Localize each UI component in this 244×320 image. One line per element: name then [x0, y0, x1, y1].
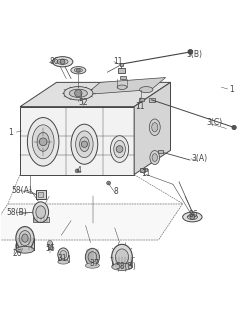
Ellipse shape [60, 251, 67, 259]
Bar [120, 63, 123, 66]
Ellipse shape [69, 89, 87, 97]
Ellipse shape [33, 202, 49, 222]
Text: 3(A): 3(A) [192, 154, 208, 163]
Ellipse shape [85, 248, 100, 266]
Bar [38, 192, 43, 196]
Ellipse shape [27, 117, 59, 166]
Ellipse shape [16, 246, 34, 253]
Ellipse shape [19, 231, 31, 246]
Ellipse shape [36, 206, 46, 219]
Ellipse shape [16, 227, 34, 250]
Bar [36, 189, 46, 199]
Polygon shape [33, 217, 49, 222]
Text: 11: 11 [135, 102, 145, 111]
Text: 8: 8 [113, 187, 118, 196]
Ellipse shape [114, 140, 125, 158]
Text: 31: 31 [58, 254, 67, 263]
Bar [149, 98, 155, 102]
Polygon shape [112, 257, 132, 267]
Ellipse shape [71, 124, 98, 164]
Ellipse shape [140, 87, 153, 93]
Circle shape [116, 146, 123, 152]
Ellipse shape [58, 260, 69, 264]
Bar [140, 168, 145, 172]
Ellipse shape [64, 87, 93, 100]
Ellipse shape [152, 123, 158, 132]
Circle shape [60, 59, 65, 64]
Bar [158, 150, 163, 153]
Ellipse shape [150, 150, 160, 164]
Ellipse shape [22, 234, 28, 242]
Circle shape [232, 125, 236, 130]
Text: 3(C): 3(C) [206, 118, 222, 127]
Circle shape [75, 169, 79, 173]
Ellipse shape [187, 214, 197, 220]
Ellipse shape [57, 59, 68, 64]
Bar [118, 68, 125, 73]
Ellipse shape [117, 85, 127, 89]
Circle shape [48, 241, 52, 245]
Ellipse shape [88, 252, 97, 262]
Text: 56: 56 [46, 244, 55, 253]
Ellipse shape [52, 57, 73, 67]
Polygon shape [20, 82, 171, 107]
Ellipse shape [149, 119, 160, 135]
Ellipse shape [112, 244, 132, 270]
Text: 52: 52 [78, 99, 88, 108]
Circle shape [75, 90, 82, 97]
Bar [48, 243, 52, 249]
Polygon shape [86, 77, 166, 94]
Ellipse shape [152, 154, 157, 162]
Circle shape [76, 68, 80, 72]
Text: 4: 4 [77, 166, 82, 175]
Circle shape [190, 215, 195, 220]
Text: 86: 86 [49, 57, 59, 66]
Polygon shape [20, 107, 134, 174]
Ellipse shape [112, 263, 132, 270]
Polygon shape [58, 255, 69, 262]
Text: 58(B): 58(B) [6, 208, 27, 217]
Circle shape [107, 181, 111, 185]
Ellipse shape [37, 132, 49, 151]
Text: 26: 26 [13, 249, 22, 258]
Polygon shape [16, 238, 34, 250]
Text: 58(A): 58(A) [11, 186, 32, 195]
Polygon shape [0, 204, 183, 240]
Bar [139, 98, 144, 101]
Bar [142, 168, 147, 172]
Bar [120, 76, 126, 79]
Ellipse shape [74, 68, 82, 72]
Text: 11: 11 [142, 169, 151, 178]
Ellipse shape [111, 136, 129, 163]
Text: 37: 37 [89, 259, 99, 268]
Ellipse shape [32, 125, 54, 159]
Circle shape [188, 49, 193, 54]
Circle shape [81, 141, 88, 148]
Text: 11: 11 [114, 57, 123, 66]
Ellipse shape [58, 248, 69, 261]
Ellipse shape [71, 67, 86, 74]
Ellipse shape [115, 249, 129, 265]
Ellipse shape [76, 131, 93, 157]
Ellipse shape [183, 212, 202, 222]
Text: 1: 1 [229, 85, 234, 94]
Text: 86: 86 [189, 210, 198, 219]
Polygon shape [134, 82, 171, 174]
Ellipse shape [85, 263, 100, 268]
Ellipse shape [80, 137, 89, 151]
Text: 1: 1 [8, 128, 13, 137]
Text: 3(B): 3(B) [187, 50, 203, 59]
Circle shape [39, 138, 47, 146]
Text: 58(B): 58(B) [115, 262, 136, 271]
